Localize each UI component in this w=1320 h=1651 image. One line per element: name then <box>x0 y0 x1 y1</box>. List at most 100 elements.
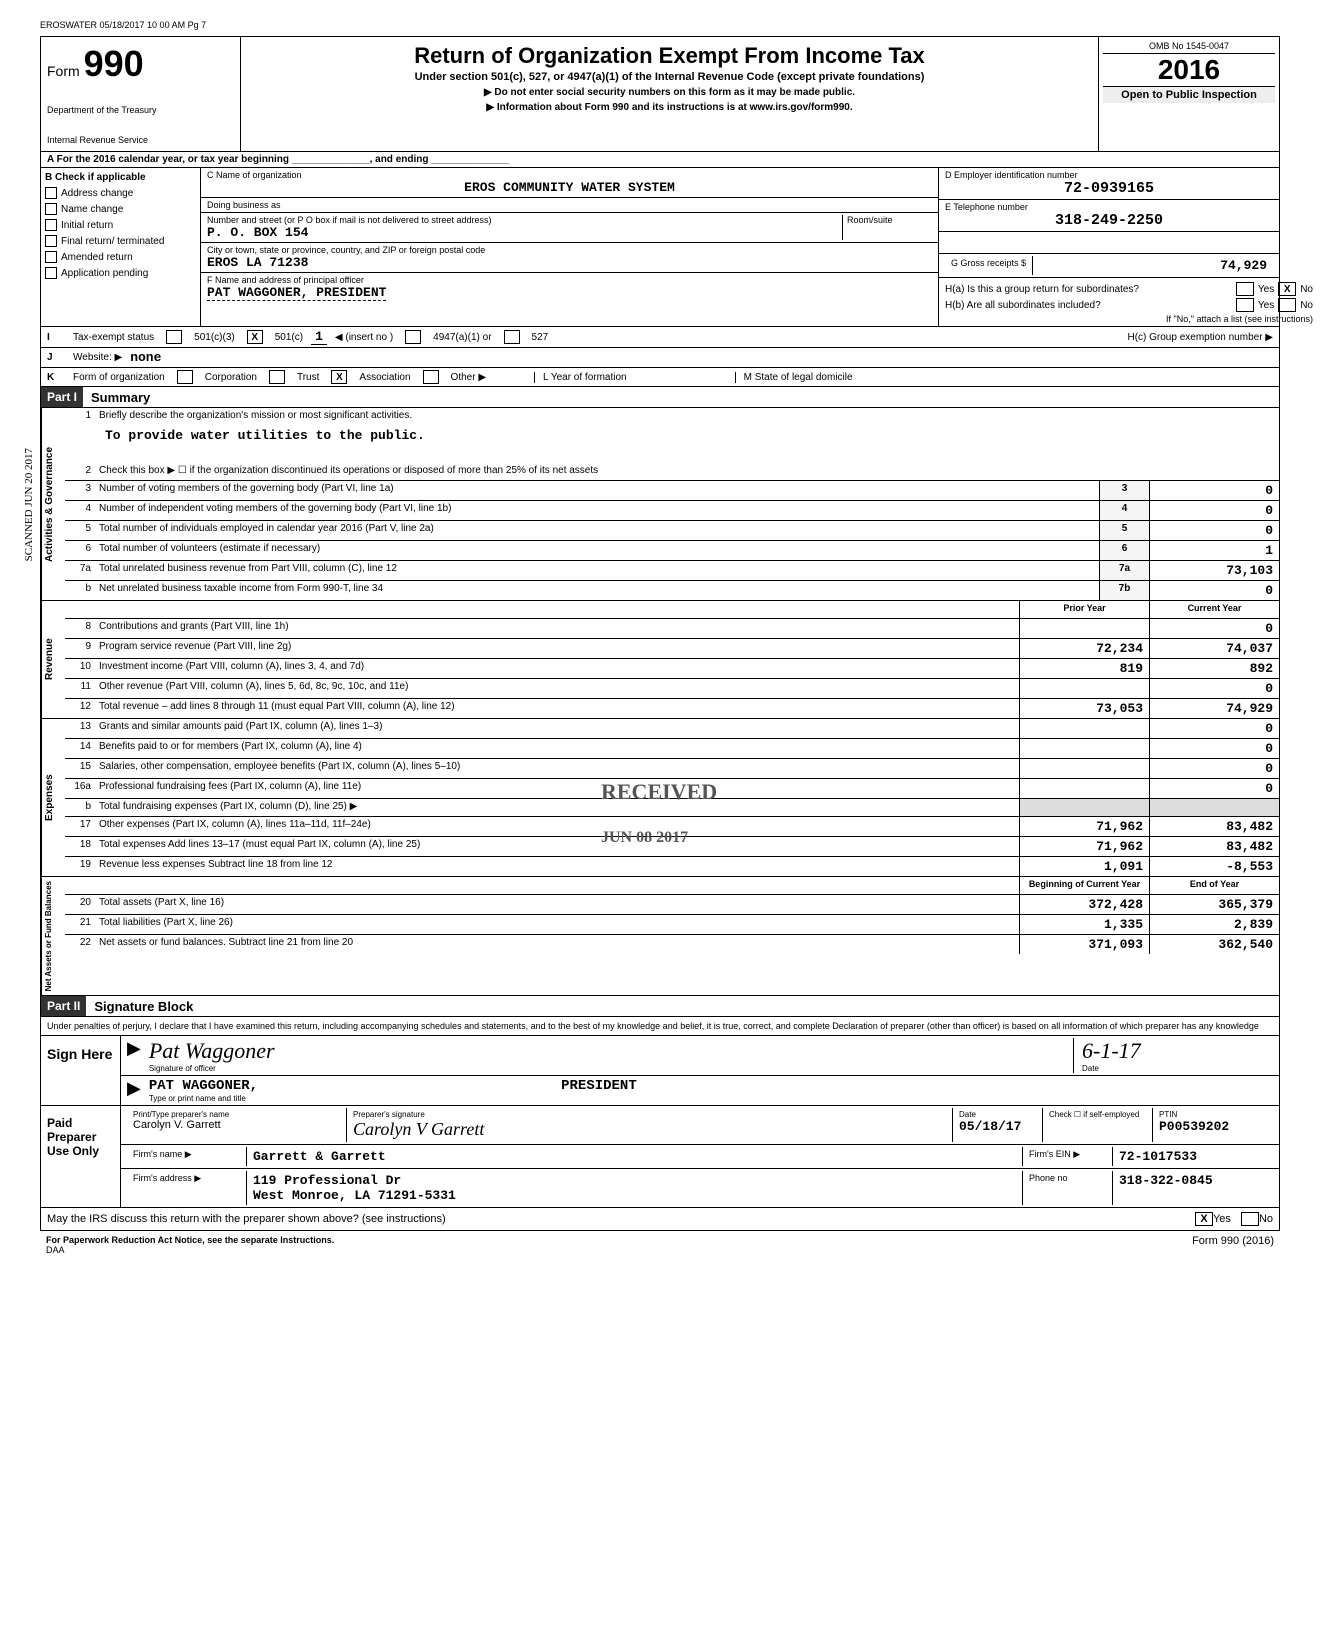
l17-num: 17 <box>65 817 95 836</box>
firm-addr1: 119 Professional Dr <box>253 1173 1016 1188</box>
main-title: Return of Organization Exempt From Incom… <box>247 43 1092 69</box>
l10-num: 10 <box>65 659 95 678</box>
ha-label: H(a) Is this a group return for subordin… <box>945 284 1232 295</box>
l3-cell: 3 <box>1099 481 1149 500</box>
open-public: Open to Public Inspection <box>1103 86 1275 103</box>
l9-num: 9 <box>65 639 95 658</box>
l1-desc: Briefly describe the organization's miss… <box>95 408 1279 426</box>
l19-curr: -8,553 <box>1149 857 1279 876</box>
hdr-curr: Current Year <box>1149 601 1279 618</box>
l15-prior <box>1019 759 1149 778</box>
row-j: J Website: ▶ none <box>40 348 1280 368</box>
l1-num: 1 <box>65 408 95 426</box>
l7a-val: 73,103 <box>1149 561 1279 580</box>
prep-name: Carolyn V. Garrett <box>133 1119 340 1131</box>
l16b-num: b <box>65 799 95 816</box>
summary-netassets: Net Assets or Fund Balances Beginning of… <box>40 877 1280 996</box>
firm-ein: 72-1017533 <box>1113 1147 1273 1166</box>
discuss-yes-box[interactable]: X <box>1195 1212 1213 1226</box>
l20-curr: 365,379 <box>1149 895 1279 914</box>
firm-addr-label: Firm's address ▶ <box>127 1171 247 1205</box>
chk-527[interactable] <box>504 330 520 344</box>
hdr-end: End of Year <box>1149 877 1279 894</box>
firm-phone: 318-322-0845 <box>1113 1171 1273 1205</box>
hb-note: If "No," attach a list (see instructions… <box>945 314 1313 324</box>
ssn-warning: ▶ Do not enter social security numbers o… <box>247 87 1092 98</box>
discuss-question: May the IRS discuss this return with the… <box>47 1213 1195 1225</box>
l5-cell: 5 <box>1099 521 1149 540</box>
lbl-final-return: Final return/ terminated <box>61 236 164 247</box>
lbl-4947: 4947(a)(1) or <box>433 332 491 343</box>
chk-501c[interactable]: X <box>247 330 263 344</box>
l6-val: 1 <box>1149 541 1279 560</box>
l12-desc: Total revenue – add lines 8 through 11 (… <box>95 699 1019 718</box>
sign-here-label: Sign Here <box>41 1036 121 1105</box>
l16a-curr: 0 <box>1149 779 1279 798</box>
paid-preparer-row: Paid Preparer Use Only Print/Type prepar… <box>41 1106 1279 1208</box>
l15-curr: 0 <box>1149 759 1279 778</box>
l11-curr: 0 <box>1149 679 1279 698</box>
lbl-name-change: Name change <box>61 204 123 215</box>
hb-yes-label: Yes <box>1258 300 1274 311</box>
chk-application-pending[interactable] <box>45 267 57 279</box>
l4-cell: 4 <box>1099 501 1149 520</box>
ha-no-box[interactable]: X <box>1278 282 1296 296</box>
dept-treasury: Department of the Treasury <box>47 105 234 115</box>
hdr-begin: Beginning of Current Year <box>1019 877 1149 894</box>
form-number-box: Form 990 Department of the Treasury Inte… <box>41 37 241 151</box>
l13-desc: Grants and similar amounts paid (Part IX… <box>95 719 1019 738</box>
l4-num: 4 <box>65 501 95 520</box>
city-value: EROS LA 71238 <box>207 255 932 270</box>
l11-num: 11 <box>65 679 95 698</box>
l14-num: 14 <box>65 739 95 758</box>
chk-501c3[interactable] <box>166 330 182 344</box>
ha-no-label: No <box>1300 284 1313 295</box>
l6-cell: 6 <box>1099 541 1149 560</box>
l16b-desc: Total fundraising expenses (Part IX, col… <box>95 799 1019 816</box>
chk-address-change[interactable] <box>45 187 57 199</box>
chk-final-return[interactable] <box>45 235 57 247</box>
omb-number: OMB No 1545-0047 <box>1103 41 1275 54</box>
l14-prior <box>1019 739 1149 758</box>
l18-num: 18 <box>65 837 95 856</box>
insert-no: ◀ (insert no ) <box>335 332 393 343</box>
officer-label: F Name and address of principal officer <box>207 275 932 285</box>
l18-curr: 83,482 <box>1149 837 1279 856</box>
chk-4947[interactable] <box>405 330 421 344</box>
chk-other[interactable] <box>423 370 439 384</box>
lbl-501c: 501(c) <box>275 332 303 343</box>
discuss-no-box[interactable] <box>1241 1212 1259 1226</box>
chk-assoc[interactable]: X <box>331 370 347 384</box>
l21-desc: Total liabilities (Part X, line 26) <box>95 915 1019 934</box>
l16a-prior <box>1019 779 1149 798</box>
chk-amended-return[interactable] <box>45 251 57 263</box>
summary-revenue: Revenue Prior YearCurrent Year 8Contribu… <box>40 601 1280 719</box>
l11-prior <box>1019 679 1149 698</box>
state-domicile-label: M State of legal domicile <box>735 372 853 383</box>
l9-curr: 74,037 <box>1149 639 1279 658</box>
chk-initial-return[interactable] <box>45 219 57 231</box>
form-number: 990 <box>84 43 144 84</box>
title-row: Form 990 Department of the Treasury Inte… <box>40 36 1280 152</box>
chk-trust[interactable] <box>269 370 285 384</box>
part-i-header: Part I <box>41 387 83 407</box>
ha-yes-box[interactable] <box>1236 282 1254 296</box>
summary-expenses: Expenses 13Grants and similar amounts pa… <box>40 719 1280 877</box>
part-i-header-row: Part I Summary <box>40 387 1280 408</box>
l9-desc: Program service revenue (Part VIII, line… <box>95 639 1019 658</box>
l13-curr: 0 <box>1149 719 1279 738</box>
l7a-num: 7a <box>65 561 95 580</box>
hb-no-box[interactable] <box>1278 298 1296 312</box>
chk-name-change[interactable] <box>45 203 57 215</box>
firm-name-label: Firm's name ▶ <box>127 1147 247 1166</box>
chk-corp[interactable] <box>177 370 193 384</box>
l4-desc: Number of independent voting members of … <box>95 501 1099 520</box>
hb-yes-box[interactable] <box>1236 298 1254 312</box>
footer-left: For Paperwork Reduction Act Notice, see … <box>46 1235 334 1245</box>
l4-val: 0 <box>1149 501 1279 520</box>
phone-value: 318-249-2250 <box>945 212 1273 229</box>
l7b-cell: 7b <box>1099 581 1149 600</box>
ein-label: D Employer identification number <box>945 170 1273 180</box>
section-bcde: B Check if applicable Address change Nam… <box>40 168 1280 327</box>
lbl-501c3: 501(c)(3) <box>194 332 235 343</box>
